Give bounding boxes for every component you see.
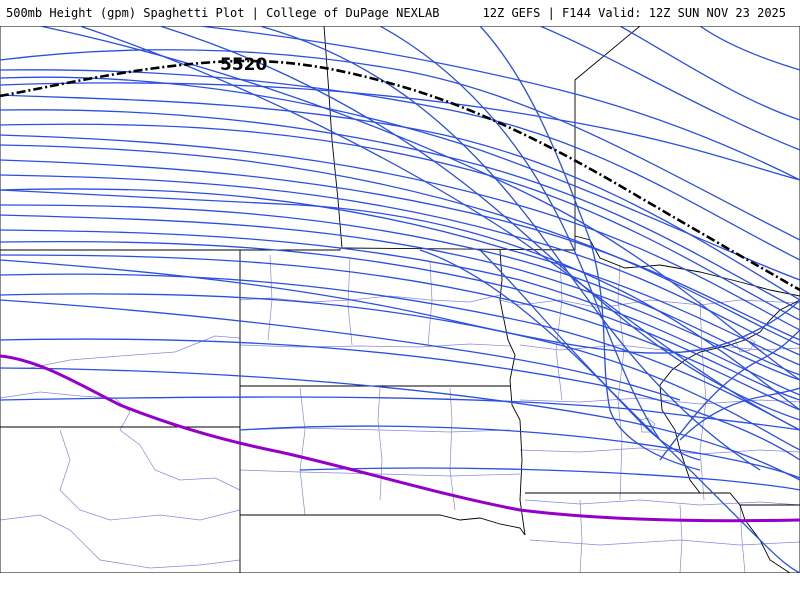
map-panel: 5520 [0, 26, 800, 573]
plot-title: 500mb Height (gpm) Spaghetti Plot | Coll… [6, 6, 440, 20]
footer-margin [0, 573, 800, 600]
map-background [0, 26, 800, 573]
header-bar: 500mb Height (gpm) Spaghetti Plot | Coll… [0, 0, 800, 26]
ensemble-mean-5520-contour [0, 59, 800, 292]
run-valid-time: 12Z GEFS | F144 Valid: 12Z SUN NOV 23 20… [482, 6, 786, 20]
climatology-5520-contour [0, 354, 800, 523]
ensemble-member-contours [0, 26, 800, 573]
county-borders [0, 254, 800, 573]
spaghetti-map: 5520 [0, 26, 800, 573]
state-borders [0, 26, 800, 573]
contour-label-5520: 5520 [220, 55, 267, 75]
